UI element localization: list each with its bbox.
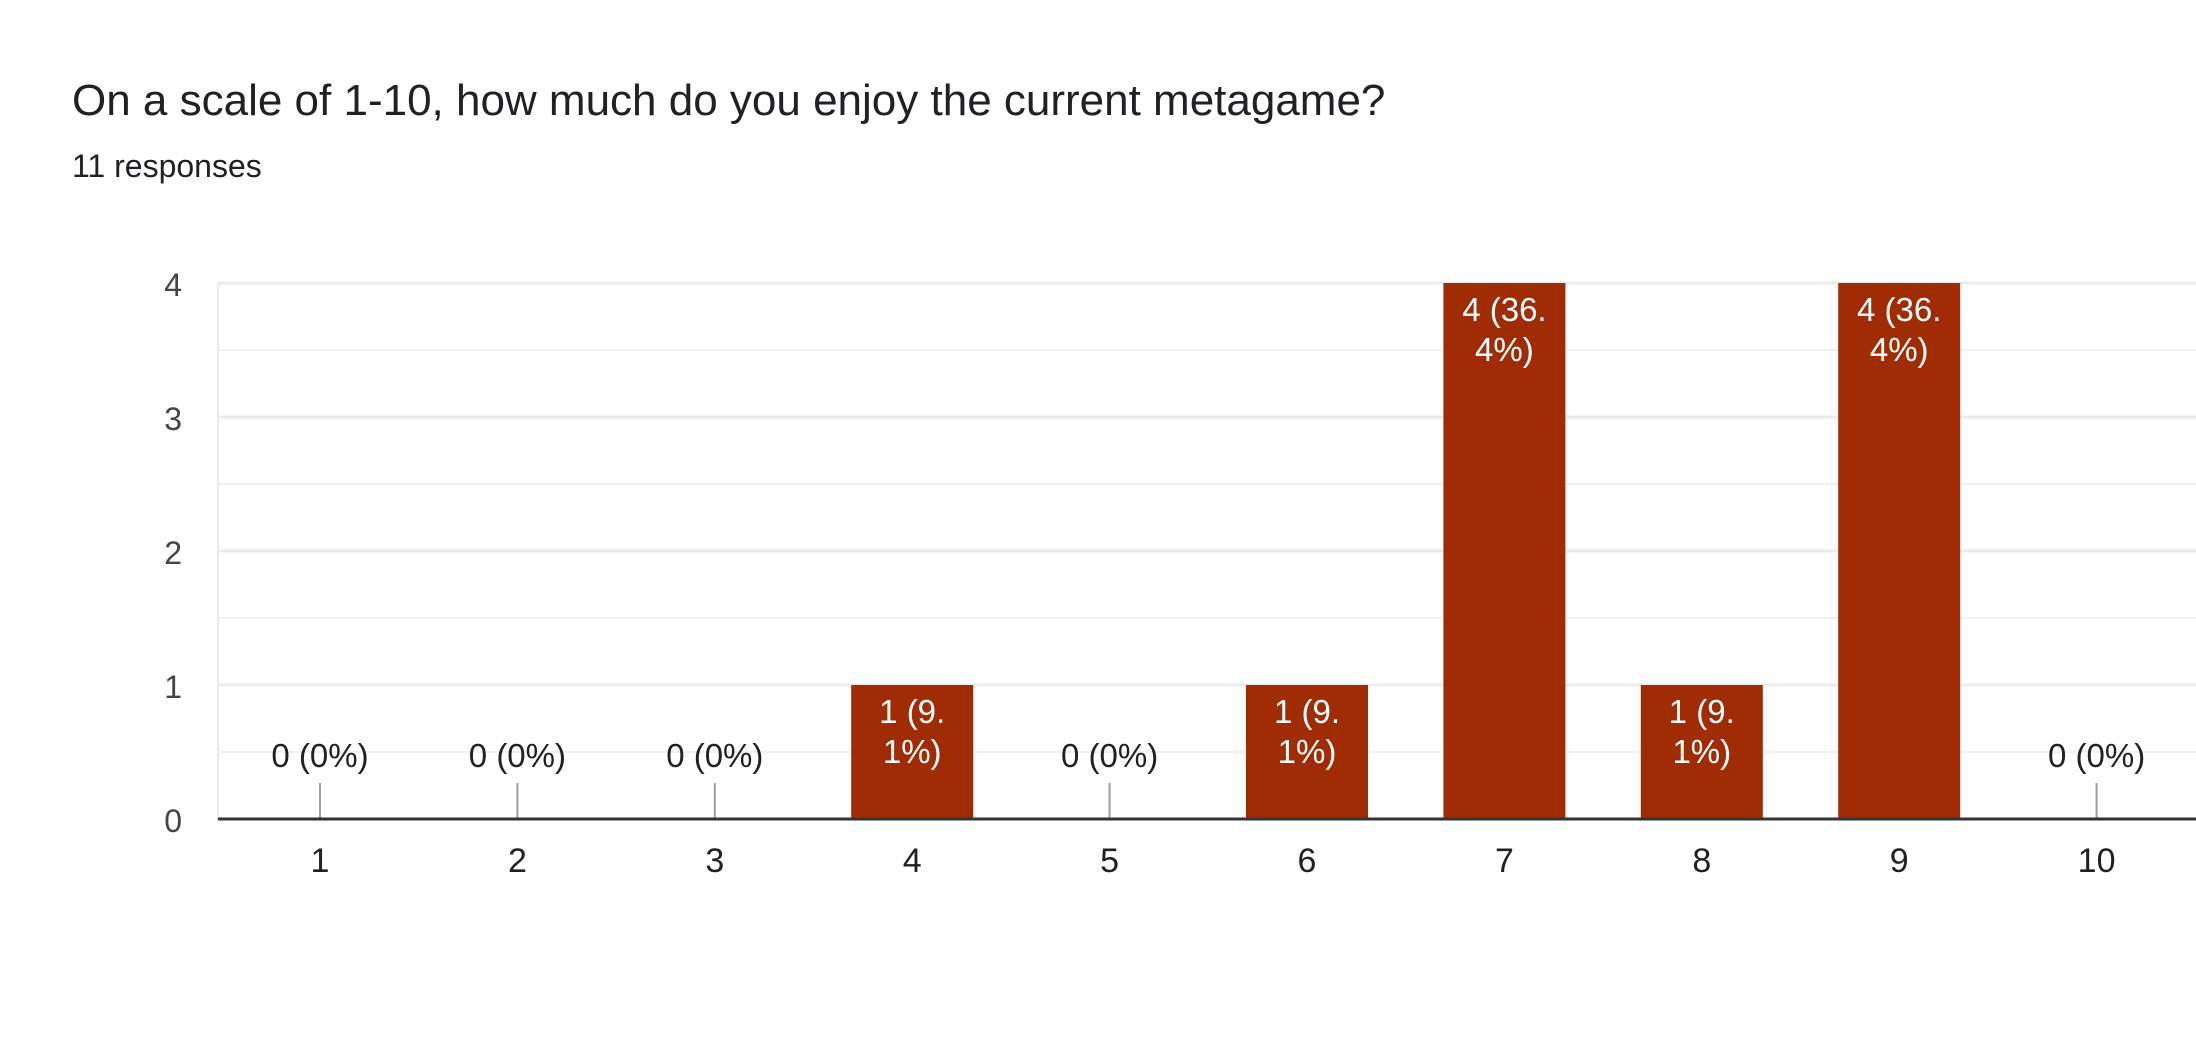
x-tick-label: 4 (903, 842, 922, 880)
x-tick-label: 8 (1692, 842, 1711, 880)
x-tick-label: 9 (1890, 842, 1909, 880)
bar (1640, 685, 1763, 819)
bar-data-label: 4%) (1870, 331, 1929, 368)
bar-data-label: 0 (0%) (469, 737, 566, 774)
bar-data-label: 4 (36. (1462, 291, 1546, 328)
x-tick-label: 3 (705, 842, 724, 880)
bar-data-label: 0 (0%) (271, 737, 368, 774)
x-tick-label: 2 (508, 842, 527, 880)
bar-data-label: 0 (0%) (666, 737, 763, 774)
bar-data-label: 1%) (1278, 733, 1337, 770)
bar (851, 685, 974, 819)
bar (1246, 685, 1368, 819)
bar-data-label: 0 (0%) (2048, 737, 2145, 774)
bar-data-label: 0 (0%) (1061, 737, 1158, 774)
bar (1443, 283, 1566, 819)
y-tick-label: 2 (164, 535, 182, 571)
bar (1838, 283, 1961, 819)
bar-data-label: 1 (9. (1669, 693, 1735, 730)
x-tick-label: 1 (311, 842, 330, 880)
bar-data-label: 1%) (883, 733, 942, 770)
y-tick-label: 0 (164, 803, 182, 839)
bar-data-label: 1 (9. (1274, 693, 1340, 730)
bar-data-label: 4%) (1475, 331, 1534, 368)
response-count: 11 responses (72, 148, 262, 184)
x-tick-label: 6 (1298, 842, 1317, 880)
x-tick-label: 7 (1495, 842, 1514, 880)
bar-data-label: 1%) (1672, 733, 1731, 770)
y-tick-label: 3 (164, 401, 182, 437)
y-tick-label: 1 (164, 669, 182, 705)
x-tick-label: 10 (2078, 842, 2116, 880)
x-tick-label: 5 (1100, 842, 1119, 880)
bar-data-label: 1 (9. (879, 693, 945, 730)
chart-title: On a scale of 1-10, how much do you enjo… (72, 76, 1386, 125)
bar-data-label: 4 (36. (1857, 291, 1941, 328)
y-tick-label: 4 (164, 267, 182, 303)
